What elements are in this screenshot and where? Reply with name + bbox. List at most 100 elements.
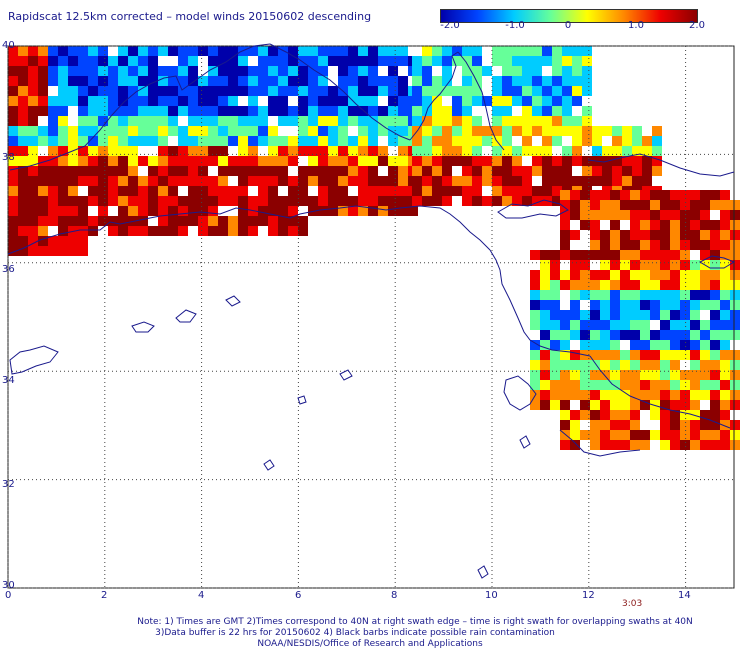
wind-cell	[570, 270, 580, 280]
wind-cell	[582, 156, 592, 166]
wind-cell	[502, 46, 512, 56]
wind-cell	[650, 280, 660, 290]
wind-cell	[238, 146, 248, 156]
wind-cell	[730, 230, 740, 240]
wind-cell	[28, 56, 38, 66]
wind-cell	[522, 126, 532, 136]
wind-cell	[580, 390, 590, 400]
wind-cell	[168, 186, 178, 196]
wind-cell	[288, 216, 298, 226]
wind-cell	[730, 290, 740, 300]
wind-cell	[580, 400, 590, 410]
wind-cell	[660, 400, 670, 410]
wind-cell	[228, 156, 238, 166]
wind-cell	[600, 380, 610, 390]
wind-cell	[630, 340, 640, 350]
wind-cell	[640, 400, 650, 410]
wind-cell	[700, 330, 710, 340]
wind-cell	[542, 46, 552, 56]
wind-cell	[228, 66, 238, 76]
wind-cell	[560, 370, 570, 380]
wind-cell	[8, 76, 18, 86]
wind-cell	[492, 166, 502, 176]
wind-cell	[670, 250, 680, 260]
wind-cell	[8, 116, 18, 126]
wind-cell	[570, 360, 580, 370]
wind-cell	[258, 156, 268, 166]
wind-cell	[492, 76, 502, 86]
wind-cell	[218, 226, 228, 236]
wind-cell	[318, 76, 328, 86]
wind-cell	[412, 116, 422, 126]
wind-cell	[98, 76, 108, 86]
wind-cell	[118, 226, 128, 236]
wind-cell	[388, 196, 398, 206]
wind-cell	[278, 156, 288, 166]
wind-cell	[178, 216, 188, 226]
wind-cell	[570, 310, 580, 320]
wind-cell	[398, 76, 408, 86]
wind-cell	[58, 46, 68, 56]
wind-cell	[650, 370, 660, 380]
wind-cell	[18, 156, 28, 166]
wind-cell	[690, 190, 700, 200]
wind-cell	[710, 250, 720, 260]
wind-cell	[8, 236, 18, 246]
wind-cell	[522, 136, 532, 146]
wind-cell	[248, 66, 258, 76]
wind-cell	[138, 46, 148, 56]
wind-cell	[590, 360, 600, 370]
wind-cell	[530, 320, 540, 330]
wind-cell	[38, 246, 48, 256]
colorbar-label: 1.0	[628, 20, 644, 31]
wind-cell	[348, 176, 358, 186]
wind-cell	[338, 96, 348, 106]
wind-cell	[208, 46, 218, 56]
wind-cell	[512, 56, 522, 66]
wind-cell	[622, 176, 632, 186]
wind-cell	[48, 206, 58, 216]
wind-cell	[358, 56, 368, 66]
wind-cell	[118, 106, 128, 116]
wind-cell	[158, 116, 168, 126]
wind-cell	[328, 56, 338, 66]
wind-cell	[560, 230, 570, 240]
wind-cell	[482, 156, 492, 166]
wind-cell	[168, 196, 178, 206]
wind-cell	[600, 350, 610, 360]
wind-cell	[308, 46, 318, 56]
wind-cell	[388, 86, 398, 96]
wind-cell	[422, 156, 432, 166]
wind-cell	[582, 106, 592, 116]
wind-cell	[680, 250, 690, 260]
wind-cell	[8, 246, 18, 256]
wind-cell	[600, 410, 610, 420]
wind-cell	[630, 320, 640, 330]
wind-cell	[238, 206, 248, 216]
wind-cell	[108, 186, 118, 196]
wind-cell	[278, 116, 288, 126]
wind-cell	[328, 186, 338, 196]
wind-cell	[58, 196, 68, 206]
wind-cell	[328, 86, 338, 96]
wind-cell	[198, 106, 208, 116]
wind-cell	[630, 420, 640, 430]
wind-cell	[198, 76, 208, 86]
wind-cell	[138, 196, 148, 206]
wind-cell	[700, 280, 710, 290]
wind-cell	[600, 390, 610, 400]
wind-cell	[188, 126, 198, 136]
wind-cell	[540, 380, 550, 390]
wind-cell	[612, 126, 622, 136]
wind-cell	[318, 126, 328, 136]
wind-cell	[368, 146, 378, 156]
wind-cell	[118, 46, 128, 56]
wind-cell	[632, 146, 642, 156]
wind-cell	[338, 166, 348, 176]
wind-cell	[78, 226, 88, 236]
wind-cell	[642, 146, 652, 156]
wind-cell	[358, 146, 368, 156]
wind-cell	[108, 156, 118, 166]
wind-cell	[522, 86, 532, 96]
wind-cell	[580, 270, 590, 280]
